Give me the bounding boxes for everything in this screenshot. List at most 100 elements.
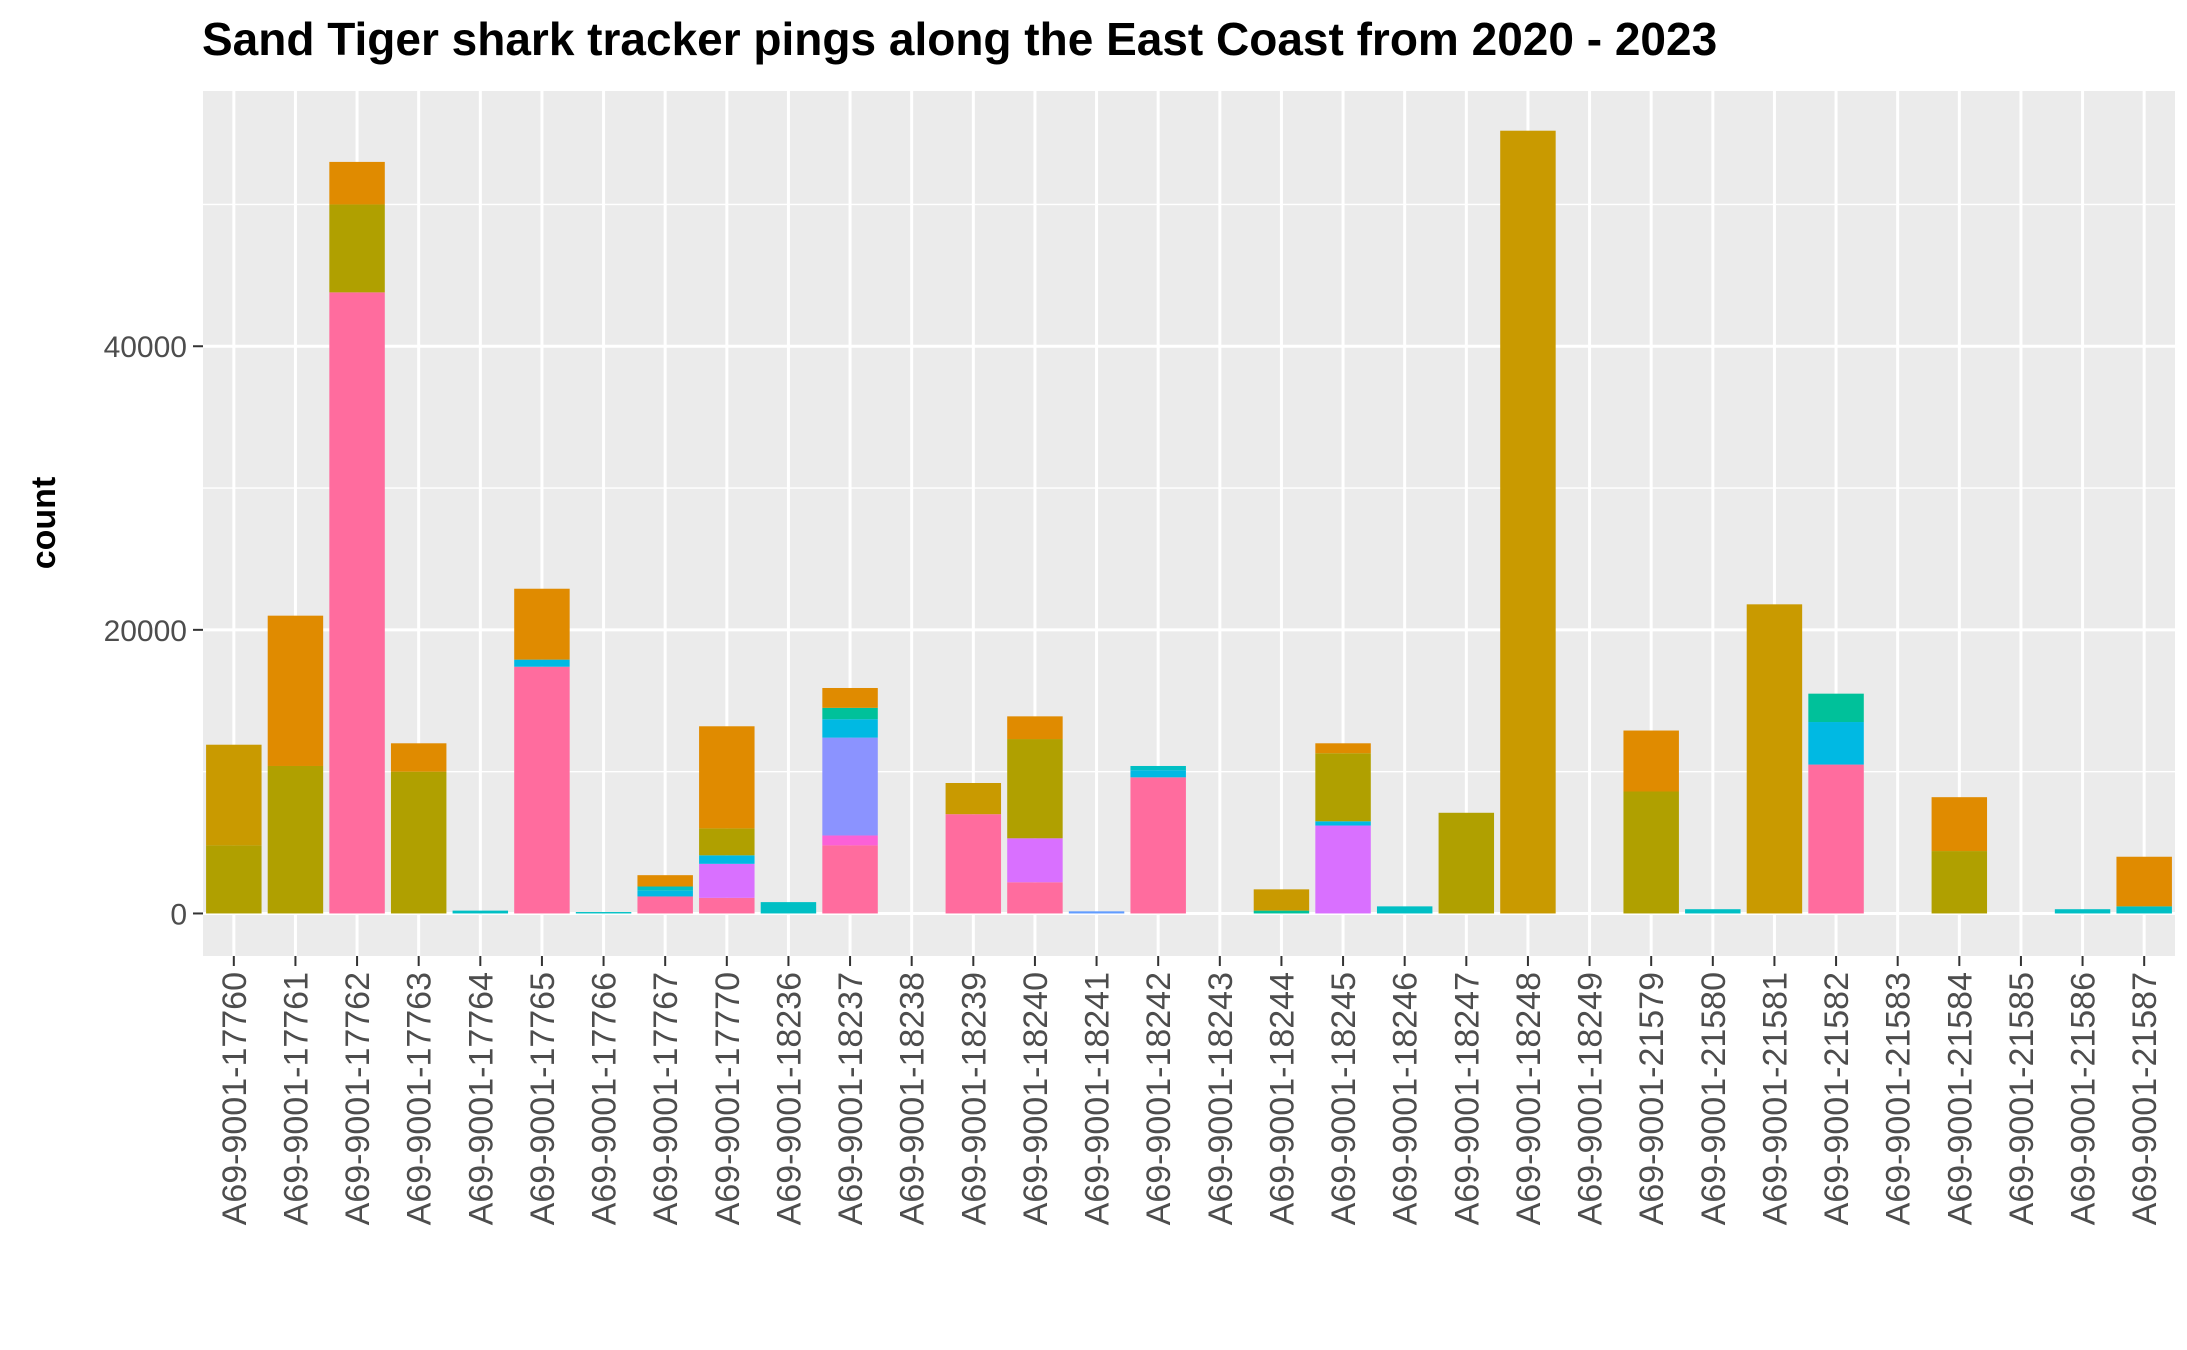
x-tick-label: A69-9001-18246 — [1387, 972, 1425, 1225]
bar-segment — [1623, 730, 1679, 792]
x-tick-label: A69-9001-21584 — [1941, 972, 1979, 1225]
bar-segment — [637, 896, 693, 914]
chart-title: Sand Tiger shark tracker pings along the… — [202, 13, 1718, 65]
x-tick-label: A69-9001-18240 — [1017, 972, 1055, 1225]
x-tick-label: A69-9001-18245 — [1325, 972, 1363, 1225]
bar-segment — [699, 863, 755, 898]
x-tick-label: A69-9001-18238 — [894, 972, 932, 1225]
bar-segment — [329, 204, 385, 293]
x-tick-label: A69-9001-21582 — [1818, 972, 1856, 1225]
bar-segment — [1315, 825, 1371, 914]
bar-segment — [1500, 130, 1556, 914]
bar-segment — [1315, 753, 1371, 822]
bar-segment — [2116, 906, 2172, 914]
bar-segment — [1376, 906, 1433, 914]
x-tick-label: A69-9001-18241 — [1079, 972, 1117, 1225]
x-tick-label: A69-9001-18236 — [770, 972, 808, 1225]
bar-segment — [699, 855, 755, 864]
bar-segment — [329, 161, 385, 205]
y-tick-label: 20000 — [104, 615, 187, 648]
bar-segment — [267, 765, 324, 914]
bar-segment — [390, 743, 447, 772]
bar-segment — [637, 875, 693, 887]
bar-segment — [760, 902, 817, 914]
bar-segment — [637, 886, 693, 891]
bar-segment — [206, 845, 262, 914]
bar-segment — [1808, 722, 1864, 765]
bar-segment — [699, 726, 755, 829]
bar-segment — [822, 845, 878, 914]
bar-segment — [822, 719, 878, 738]
bar-segment — [1623, 791, 1679, 914]
x-tick-label: A69-9001-17761 — [277, 972, 315, 1225]
bar-segment — [2054, 909, 2111, 914]
bar-segment — [1438, 812, 1495, 914]
x-tick-label: A69-9001-17770 — [709, 972, 747, 1225]
bar-segment — [1130, 765, 1186, 771]
bar-segment — [2116, 856, 2172, 907]
bar-segment — [514, 659, 570, 667]
bar-segment — [822, 737, 878, 836]
x-tick-label: A69-9001-18237 — [832, 972, 870, 1225]
bar-segment — [637, 890, 693, 897]
x-tick-label: A69-9001-17760 — [216, 972, 254, 1225]
x-tick-label: A69-9001-21581 — [1756, 972, 1794, 1225]
x-tick-label: A69-9001-18247 — [1448, 972, 1486, 1225]
y-axis-title: count — [25, 477, 63, 570]
bar-segment — [329, 292, 385, 914]
bar-segment — [1007, 739, 1063, 839]
bar-segment — [514, 666, 570, 914]
x-tick-label: A69-9001-18239 — [955, 972, 993, 1225]
x-tick-label: A69-9001-17766 — [586, 972, 624, 1225]
bar-segment — [1253, 910, 1310, 914]
bar-segment — [1007, 838, 1063, 883]
bar-segment — [206, 744, 262, 846]
x-tick-label: A69-9001-18249 — [1572, 972, 1610, 1225]
x-tick-label: A69-9001-17762 — [339, 972, 377, 1225]
x-tick-label: A69-9001-21583 — [1880, 972, 1918, 1225]
x-tick-label: A69-9001-21580 — [1695, 972, 1733, 1225]
bar-segment — [822, 707, 878, 720]
bar-segment — [390, 771, 447, 914]
y-tick-label: 0 — [170, 898, 187, 931]
axes: 0 20000 40000 A69-9001-17760 A69-9001-17761 A… — [104, 331, 2165, 1225]
bar-segment — [699, 828, 755, 856]
bar-segment — [1007, 716, 1063, 740]
bar-segment — [452, 910, 509, 914]
bar-segment — [945, 814, 1002, 914]
x-tick-label: A69-9001-18244 — [1263, 972, 1301, 1225]
bar-segment — [699, 897, 755, 914]
bar-segment — [514, 588, 570, 660]
bar-segment — [1253, 889, 1310, 911]
bar-segment — [1007, 882, 1063, 914]
bar-segment — [1068, 911, 1125, 914]
x-tick-label: A69-9001-18248 — [1510, 972, 1548, 1225]
x-tick-label: A69-9001-18243 — [1202, 972, 1240, 1225]
bar-segment — [1746, 604, 1803, 914]
x-tick-label: A69-9001-17764 — [462, 972, 500, 1225]
bar-segment — [822, 687, 878, 708]
bar-segment — [1808, 764, 1864, 914]
bar-segment — [1808, 693, 1864, 723]
bar-segment — [1685, 909, 1741, 914]
bar-segment — [822, 835, 878, 846]
bar-segment — [945, 783, 1002, 815]
bars — [206, 130, 2172, 914]
bar-segment — [1315, 743, 1371, 754]
bar-segment — [1931, 851, 1988, 914]
bar-segment — [267, 615, 324, 766]
x-tick-label: A69-9001-17765 — [524, 972, 562, 1225]
y-tick-label: 40000 — [104, 331, 187, 364]
x-tick-label: A69-9001-21585 — [2003, 972, 2041, 1225]
x-tick-label: A69-9001-17763 — [401, 972, 439, 1225]
bar-segment — [575, 912, 632, 914]
bar-segment — [1931, 797, 1988, 852]
x-tick-label: A69-9001-18242 — [1140, 972, 1178, 1225]
x-tick-label: A69-9001-21579 — [1633, 972, 1671, 1225]
x-tick-label: A69-9001-21587 — [2126, 972, 2164, 1225]
plot-panel — [203, 91, 2175, 956]
x-tick-label: A69-9001-17767 — [647, 972, 685, 1225]
bar-segment — [1130, 777, 1186, 914]
bar-segment — [1130, 770, 1186, 778]
